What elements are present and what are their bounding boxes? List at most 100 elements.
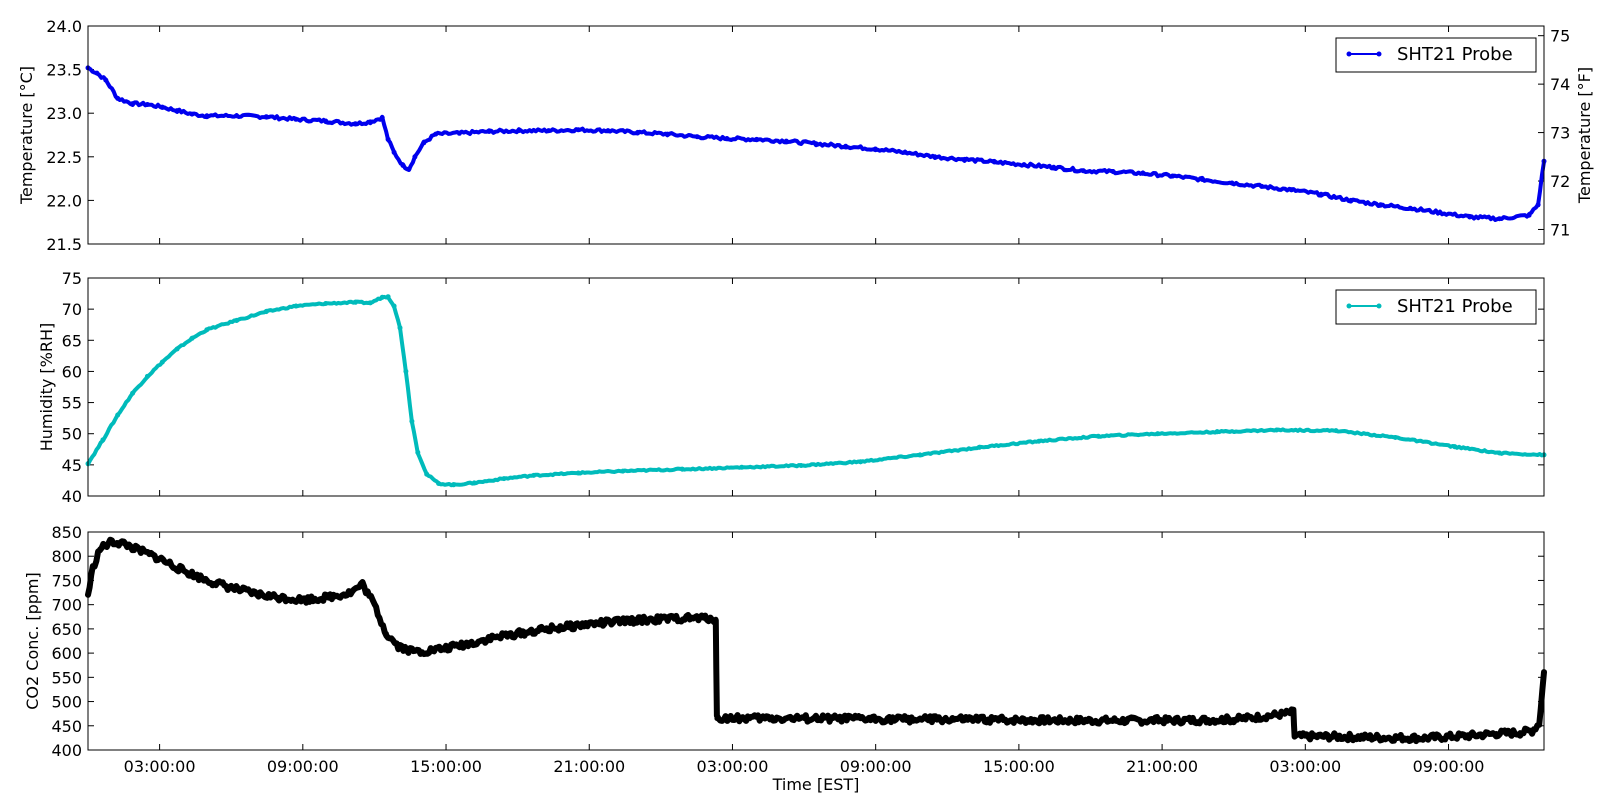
- data-point: [467, 640, 473, 646]
- data-point: [383, 631, 389, 637]
- data-point: [352, 299, 358, 305]
- data-point: [471, 480, 477, 486]
- data-point: [421, 140, 427, 146]
- data-point: [1467, 214, 1473, 220]
- data-point: [419, 649, 425, 655]
- data-point: [1229, 180, 1235, 186]
- data-point: [263, 114, 269, 120]
- humidity-legend-marker-right: [1376, 303, 1382, 309]
- y-tick-label: 50: [62, 425, 82, 444]
- data-point: [436, 481, 442, 486]
- co2-y-ticks: 400 450 500 550 600 650 700 750 800 850: [51, 523, 1544, 760]
- y-tick-label: 450: [51, 717, 82, 736]
- data-point: [486, 129, 492, 134]
- data-point: [385, 294, 391, 300]
- temperature-ylabel: Temperature [°C]: [17, 66, 36, 205]
- data-point: [1274, 427, 1280, 433]
- data-point: [620, 468, 626, 474]
- data-point: [456, 130, 462, 136]
- y-tick-label: 22.0: [46, 191, 82, 210]
- data-point: [115, 95, 121, 101]
- series-line-2: [85, 536, 1547, 745]
- data-point: [1259, 183, 1265, 189]
- data-point: [234, 317, 240, 323]
- data-point: [100, 437, 106, 443]
- data-point: [932, 154, 938, 160]
- y-tick-label: 750: [51, 571, 82, 590]
- x-tick-label: 09:00:00: [1413, 757, 1485, 776]
- data-point: [575, 127, 581, 133]
- data-point: [228, 585, 234, 591]
- y-right-tick-label: 75: [1550, 27, 1570, 46]
- co2-panel: 03:00:00 09:00:00 15:00:00 21:00:00 03:00:00…: [23, 523, 1547, 794]
- data-point: [360, 581, 365, 587]
- data-point: [397, 325, 403, 331]
- data-point: [1496, 216, 1502, 222]
- humidity-legend-label: SHT21 Probe: [1397, 296, 1513, 317]
- data-point: [1493, 731, 1499, 736]
- data-point: [1378, 202, 1384, 208]
- data-point: [348, 590, 354, 596]
- data-point: [1110, 169, 1116, 175]
- y-tick-label: 23.5: [46, 61, 82, 80]
- data-point: [1278, 711, 1284, 717]
- data-point: [1155, 431, 1161, 437]
- data-point: [635, 129, 641, 135]
- data-point: [872, 146, 878, 152]
- data-point: [562, 624, 568, 630]
- data-point: [1290, 709, 1296, 715]
- data-point: [415, 449, 421, 455]
- data-point: [1326, 733, 1332, 739]
- data-point: [424, 471, 430, 477]
- data-point: [1318, 191, 1324, 197]
- co2-plot-frame: [87, 531, 1545, 751]
- data-point: [130, 101, 136, 107]
- temperature-plot-frame: [87, 25, 1545, 245]
- humidity-legend-marker-left: [1346, 303, 1352, 309]
- data-point: [539, 627, 544, 633]
- temperature-y-ticks: 21.5 22.0 22.5 23.0 23.5 24.0: [46, 17, 94, 254]
- data-point: [1517, 730, 1523, 736]
- data-point: [1095, 433, 1101, 439]
- data-point: [367, 300, 373, 306]
- data-point: [991, 159, 997, 165]
- y-right-tick-label: 72: [1550, 172, 1570, 191]
- data-point: [801, 716, 807, 721]
- temperature-legend-marker-right: [1376, 51, 1382, 57]
- data-point: [531, 472, 537, 478]
- data-point: [234, 113, 240, 119]
- data-point: [610, 619, 616, 625]
- data-point: [724, 136, 730, 141]
- data-point: [94, 70, 100, 76]
- data-point: [395, 643, 401, 649]
- humidity-panel: 40 45 50 55 60 65 70 75 Humidity [%RH] SHT21 Pr…: [37, 269, 1547, 506]
- data-point: [385, 136, 391, 142]
- series-center-line-2: [87, 540, 1545, 739]
- data-point: [324, 594, 330, 600]
- x-tick-label: 21:00:00: [553, 757, 625, 776]
- y-tick-label: 23.0: [46, 104, 82, 123]
- x-tick-label: 03:00:00: [1269, 757, 1341, 776]
- data-point: [115, 412, 121, 418]
- data-point: [90, 565, 96, 571]
- data-point: [739, 464, 745, 470]
- data-point: [174, 346, 180, 352]
- data-point: [252, 591, 258, 597]
- humidity-ylabel: Humidity [%RH]: [37, 323, 56, 451]
- data-point: [1140, 170, 1146, 176]
- data-point: [1526, 212, 1532, 218]
- data-point: [443, 645, 449, 651]
- data-point: [682, 615, 688, 621]
- data-point: [843, 143, 849, 149]
- data-point: [1392, 435, 1398, 440]
- data-point: [714, 716, 720, 721]
- data-point: [174, 108, 180, 114]
- data-point: [1348, 197, 1354, 203]
- y-tick-label: 550: [51, 668, 82, 687]
- data-point: [451, 482, 456, 488]
- data-point: [1016, 717, 1022, 723]
- data-point: [97, 546, 103, 552]
- data-point: [323, 301, 329, 306]
- data-point: [1170, 173, 1176, 179]
